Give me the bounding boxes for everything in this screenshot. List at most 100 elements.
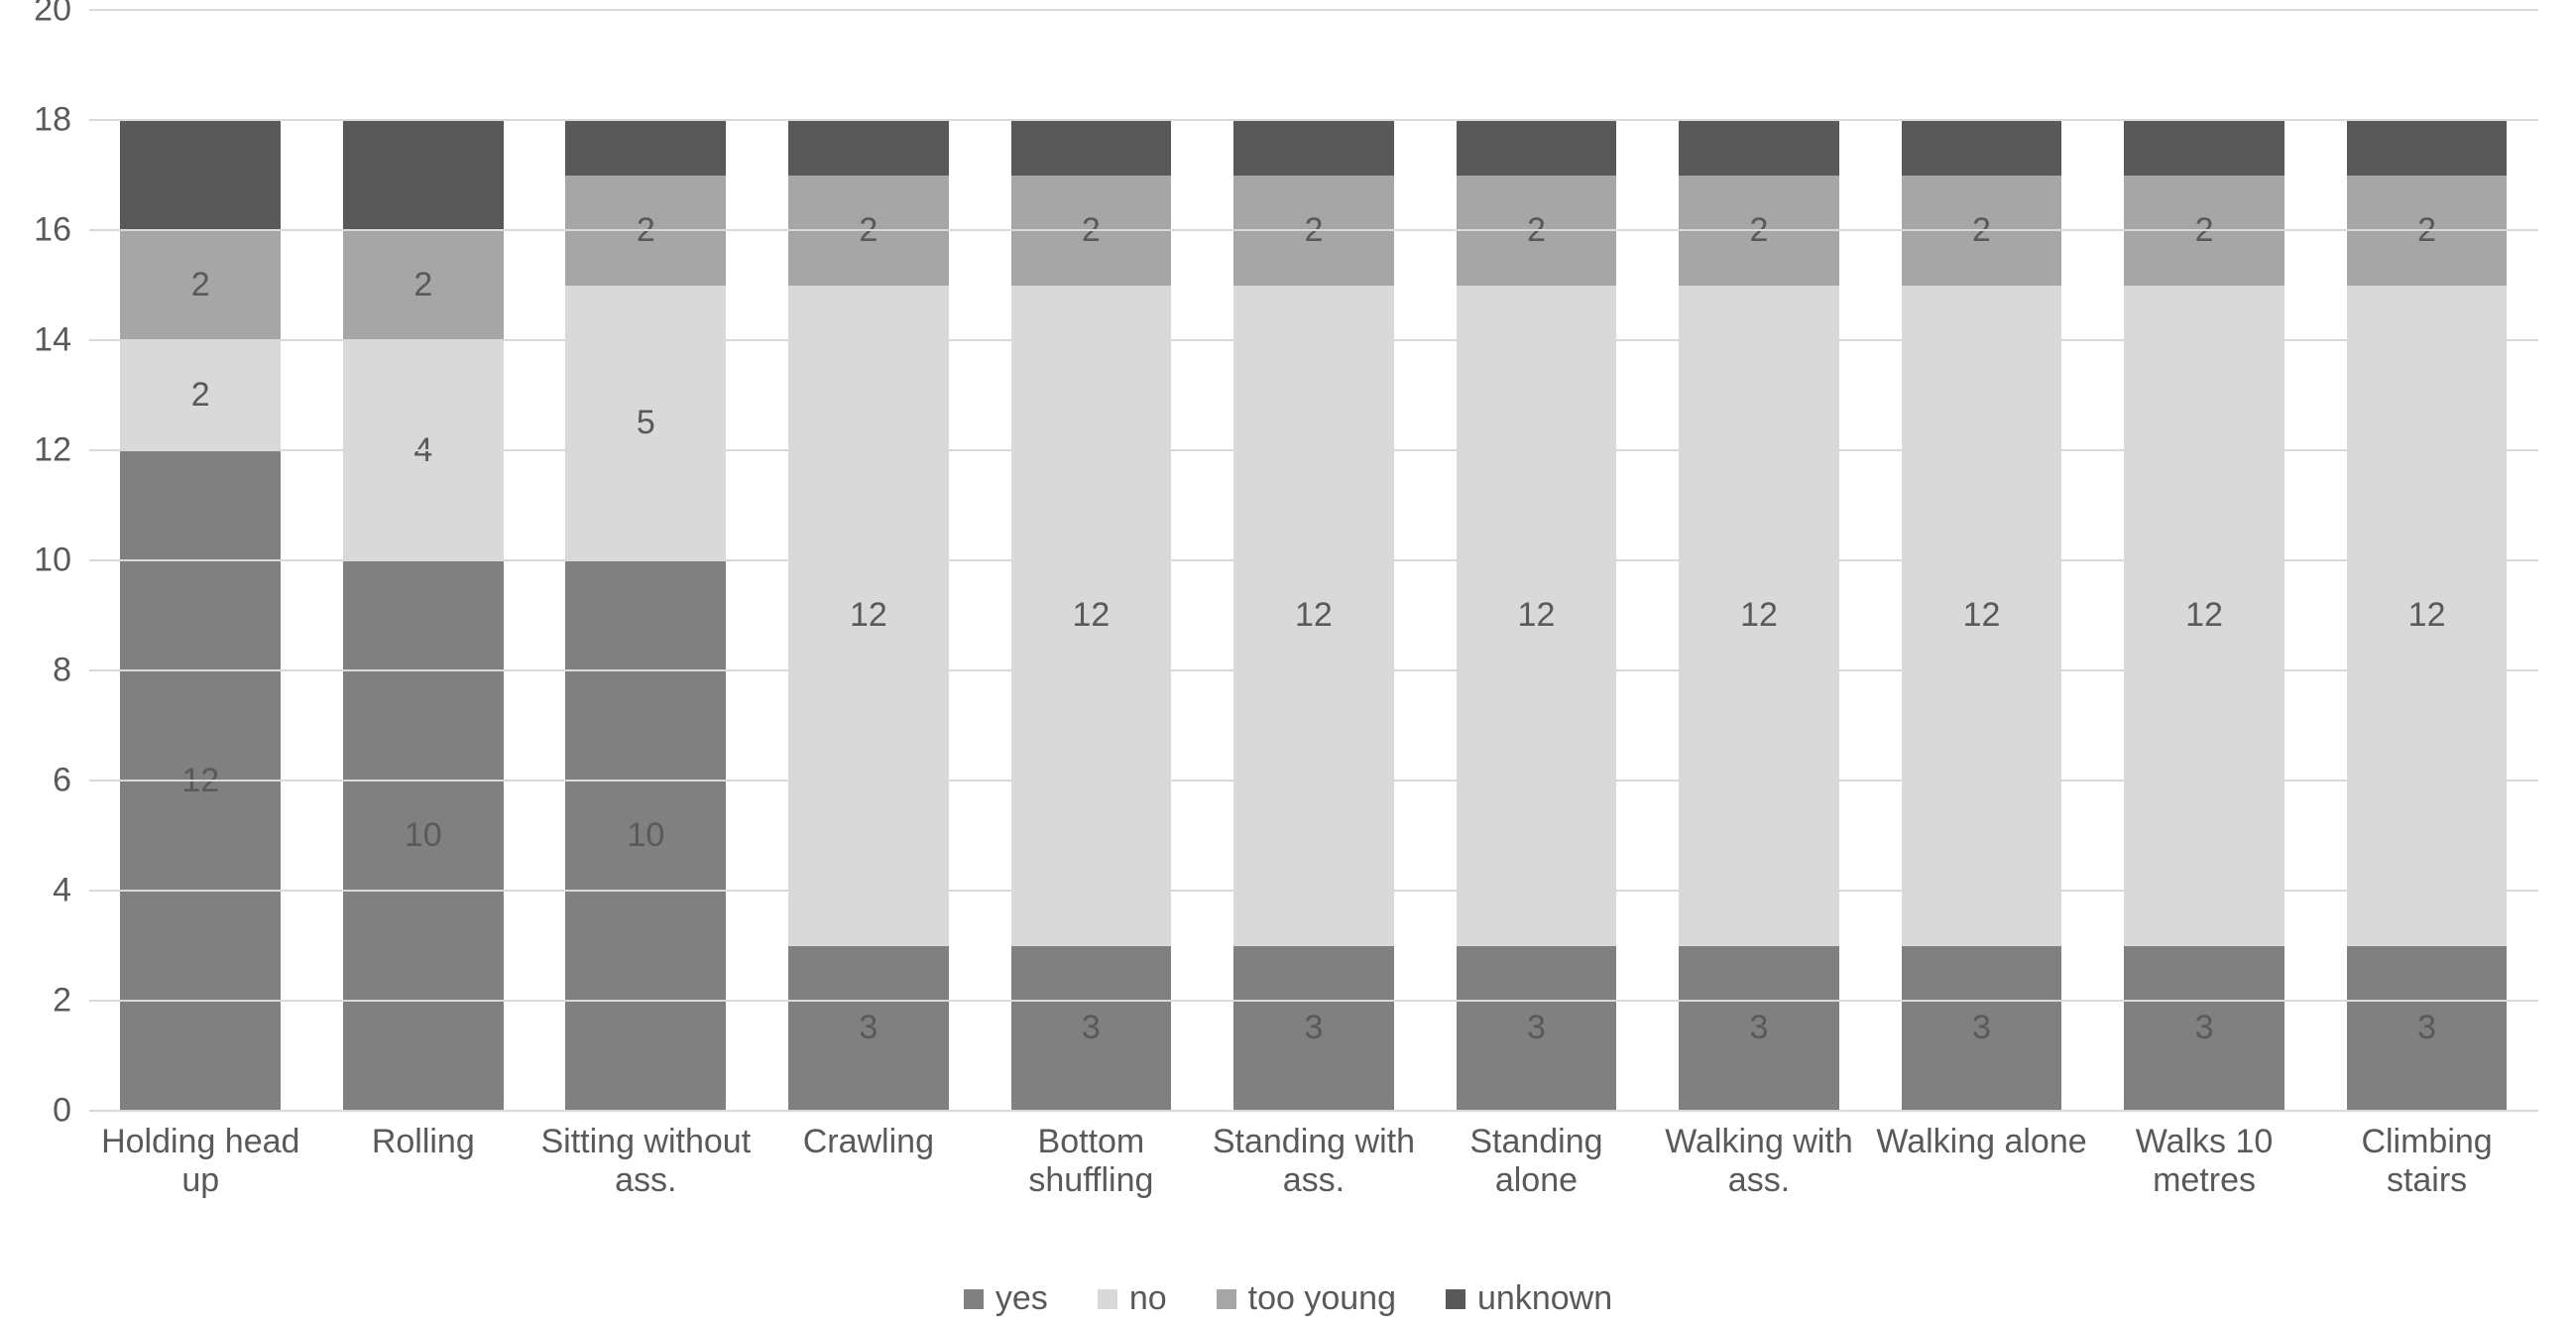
bar-segment-unknown: 1 <box>1233 120 1394 176</box>
bar-segment-value: 5 <box>637 404 655 442</box>
bar: 31221 <box>1679 120 1839 1111</box>
legend-label: yes <box>995 1279 1048 1318</box>
gridline <box>89 229 2538 231</box>
x-axis-label: Walking alone <box>1870 1123 2093 1200</box>
stacked-bar-chart: 1222210422105213122131221312213122131221… <box>0 0 2576 1327</box>
bar-segment-value: 3 <box>1750 1009 1769 1047</box>
y-tick-label: 2 <box>0 982 71 1021</box>
legend-label: unknown <box>1477 1279 1612 1318</box>
x-axis-labels: Holding head upRollingSitting without as… <box>89 1123 2538 1200</box>
y-tick-label: 14 <box>0 321 71 360</box>
bar-segment-value: 1 <box>2195 128 2214 167</box>
bar: 31221 <box>2124 120 2284 1111</box>
legend-item-no: no <box>1098 1279 1167 1318</box>
gridline <box>89 1000 2538 1002</box>
bar-segment-value: 3 <box>1972 1009 1991 1047</box>
bar-segment-unknown: 1 <box>1679 120 1839 176</box>
x-axis-label: Sitting without ass. <box>534 1123 758 1200</box>
legend-item-too_young: too young <box>1217 1279 1396 1318</box>
legend-swatch <box>1446 1289 1465 1309</box>
bar-segment-yes: 3 <box>2347 946 2508 1112</box>
bar: 31221 <box>1233 120 1394 1111</box>
bar-segment-yes: 3 <box>2124 946 2284 1112</box>
x-axis-label: Holding head up <box>89 1123 312 1200</box>
y-tick-label: 8 <box>0 652 71 690</box>
bar-segment-value: 3 <box>2417 1009 2436 1047</box>
bar-segment-value: 12 <box>1295 596 1333 635</box>
bar-segment-unknown: 1 <box>1457 120 1617 176</box>
legend-swatch <box>964 1289 984 1309</box>
bar-segment-unknown: 1 <box>1011 120 1172 176</box>
bar-segment-no: 2 <box>120 340 281 450</box>
bar: 12222 <box>120 120 281 1111</box>
x-axis-label: Climbing stairs <box>2315 1123 2538 1200</box>
y-tick-label: 0 <box>0 1092 71 1131</box>
bar-segment-value: 1 <box>1304 128 1323 167</box>
bar-segment-value: 1 <box>1082 128 1101 167</box>
bar-segment-value: 10 <box>627 816 664 855</box>
bar-segment-yes: 10 <box>343 560 504 1111</box>
bar-segment-value: 3 <box>2195 1009 2214 1047</box>
bar-segment-yes: 3 <box>788 946 949 1112</box>
gridline <box>89 449 2538 451</box>
legend-label: no <box>1129 1279 1167 1318</box>
legend: yes no too young unknown <box>0 1279 2576 1318</box>
bar: 31221 <box>1902 120 2062 1111</box>
bar-segment-yes: 3 <box>1233 946 1394 1112</box>
gridline <box>89 559 2538 561</box>
legend-item-unknown: unknown <box>1446 1279 1612 1318</box>
bar-segment-value: 2 <box>413 156 432 194</box>
bar-segment-no: 12 <box>788 286 949 946</box>
bar-segment-value: 3 <box>1527 1009 1546 1047</box>
legend-swatch <box>1098 1289 1117 1309</box>
bar-segment-unknown: 2 <box>343 120 504 230</box>
bar-segment-unknown: 1 <box>2124 120 2284 176</box>
x-axis-label: Standing alone <box>1425 1123 1648 1200</box>
gridline <box>89 9 2538 11</box>
bar-segment-value: 1 <box>637 128 655 167</box>
bar-segment-no: 12 <box>2124 286 2284 946</box>
bar-segment-value: 3 <box>1082 1009 1101 1047</box>
bar-segment-unknown: 1 <box>565 120 726 176</box>
bar-segment-no: 5 <box>565 286 726 561</box>
bar-segment-yes: 3 <box>1902 946 2062 1112</box>
bar-segment-value: 12 <box>1518 596 1556 635</box>
bar-segment-yes: 10 <box>565 560 726 1111</box>
gridline <box>89 780 2538 782</box>
x-axis-label: Walking with ass. <box>1648 1123 1871 1200</box>
bar-segment-value: 3 <box>859 1009 878 1047</box>
bar-segment-value: 2 <box>413 266 432 304</box>
bar-segment-value: 2 <box>191 376 210 415</box>
bar-segment-value: 1 <box>859 128 878 167</box>
bar-segment-value: 12 <box>850 596 887 635</box>
bar-segment-unknown: 2 <box>120 120 281 230</box>
bar-segment-value: 3 <box>1304 1009 1323 1047</box>
bar-segment-yes: 3 <box>1457 946 1617 1112</box>
bar-segment-no: 12 <box>1011 286 1172 946</box>
bar: 31221 <box>1011 120 1172 1111</box>
x-axis-label: Walks 10 metres <box>2093 1123 2316 1200</box>
legend-item-yes: yes <box>964 1279 1048 1318</box>
x-axis-label: Bottom shuffling <box>980 1123 1203 1200</box>
bar-segment-no: 12 <box>1679 286 1839 946</box>
bar-segment-no: 12 <box>1233 286 1394 946</box>
y-tick-label: 10 <box>0 542 71 580</box>
bar-segment-too_young: 2 <box>120 230 281 340</box>
bar: 31221 <box>788 120 949 1111</box>
y-tick-label: 16 <box>0 211 71 250</box>
bar-segment-value: 12 <box>2408 596 2446 635</box>
bar: 10521 <box>565 120 726 1111</box>
legend-label: too young <box>1248 1279 1396 1318</box>
bar-segment-value: 10 <box>405 816 442 855</box>
bar-segment-value: 1 <box>1750 128 1769 167</box>
x-axis-label: Rolling <box>312 1123 535 1200</box>
bar-segment-yes: 3 <box>1679 946 1839 1112</box>
y-tick-label: 20 <box>0 0 71 30</box>
bar-segment-no: 12 <box>2347 286 2508 946</box>
gridline <box>89 119 2538 121</box>
bar-segment-too_young: 2 <box>343 230 504 340</box>
x-axis-label: Crawling <box>758 1123 981 1200</box>
y-tick-label: 18 <box>0 101 71 140</box>
legend-swatch <box>1217 1289 1236 1309</box>
bar-segment-yes: 3 <box>1011 946 1172 1112</box>
